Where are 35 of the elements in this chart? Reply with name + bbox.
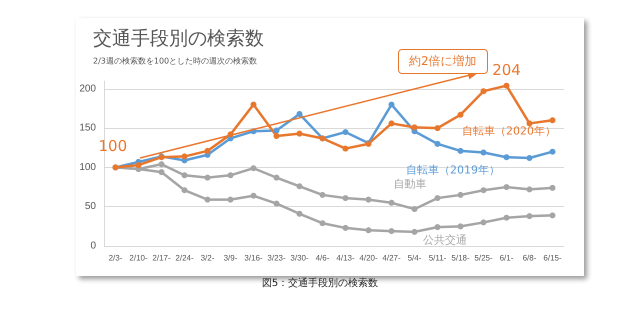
x-tick-label: 6/1- <box>500 254 514 262</box>
x-tick-label: 6/15- <box>543 254 562 262</box>
y-tick-label: 50 <box>84 201 96 212</box>
y-tick-label: 150 <box>79 122 96 134</box>
x-tick-label: 4/20- <box>359 254 378 262</box>
x-tick-label: 2/3- <box>108 254 123 262</box>
series-label: 自転車（2019年） <box>406 164 500 176</box>
data-label: 204 <box>492 61 521 80</box>
x-tick-label: 2/24- <box>175 254 194 262</box>
chart-title: 交通手段別の検索数 <box>93 28 264 50</box>
x-tick-label: 2/10- <box>129 254 148 262</box>
x-tick-label: 6/8- <box>522 254 537 262</box>
x-tick-label: 3/30- <box>290 254 309 262</box>
x-tick-label: 5/4- <box>408 254 422 262</box>
x-tick-label: 3/2- <box>200 254 215 262</box>
x-tick-label: 2/17- <box>152 254 171 262</box>
x-tick-label: 5/18- <box>451 254 470 262</box>
y-tick-label: 200 <box>79 83 96 94</box>
x-tick-label: 4/13- <box>336 254 355 262</box>
y-tick-label: 100 <box>79 162 96 173</box>
y-tick-label: 0 <box>90 240 96 252</box>
x-tick-label: 3/23- <box>267 254 286 262</box>
series-label: 公共交通 <box>423 234 467 246</box>
speech-bubble: 約2倍に増加 <box>398 49 488 74</box>
chart-subtitle: 2/3週の検索数を100とした時の週次の検索数 <box>93 56 258 66</box>
x-tick-label: 3/16- <box>244 254 263 262</box>
x-tick-label: 4/6- <box>316 254 330 262</box>
series-label: 自動車 <box>394 178 426 190</box>
data-label: 100 <box>98 136 128 155</box>
x-tick-label: 5/11- <box>428 254 447 262</box>
series-label: 自転車（2020年） <box>462 124 556 138</box>
x-tick-label: 3/9- <box>224 254 238 262</box>
caption: 図5：交通手段別の検索数 <box>260 276 380 290</box>
x-tick-label: 5/25- <box>474 254 493 262</box>
x-tick-label: 4/27- <box>382 254 401 262</box>
